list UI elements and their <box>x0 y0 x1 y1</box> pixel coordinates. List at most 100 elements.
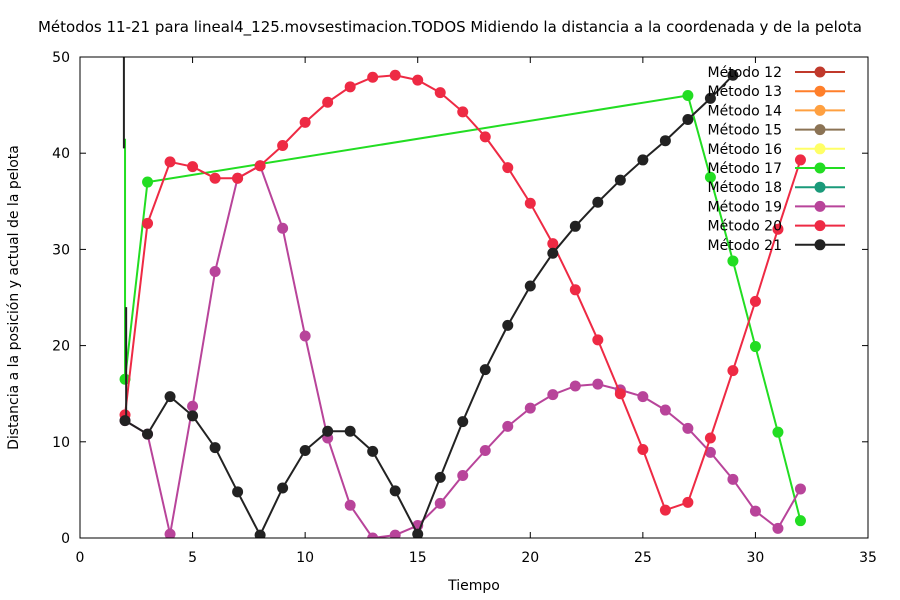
data-point <box>547 247 559 259</box>
data-point <box>142 176 154 188</box>
data-point <box>794 515 806 527</box>
data-point <box>727 255 739 267</box>
data-point <box>187 400 199 412</box>
data-point <box>727 473 739 485</box>
data-point <box>524 402 536 414</box>
data-point <box>682 422 694 434</box>
legend: Método 12 Método 13 Método 14 Método 15 Méto… <box>708 65 845 254</box>
data-point <box>389 485 401 497</box>
data-point <box>614 388 626 400</box>
legend-marker <box>814 239 826 251</box>
series-line <box>124 94 802 521</box>
data-point <box>749 505 761 517</box>
data-point <box>614 174 626 186</box>
legend-item: Método 19 <box>708 199 845 215</box>
data-point <box>727 365 739 377</box>
data-point <box>344 81 356 93</box>
data-point <box>772 522 784 534</box>
x-axis-title: Tiempo <box>447 578 500 594</box>
series-line <box>124 164 802 538</box>
x-tick-label: 15 <box>409 550 427 566</box>
data-point <box>502 162 514 174</box>
data-point <box>367 445 379 457</box>
y-tick-label: 30 <box>52 242 70 258</box>
legend-item: Método 20 <box>708 219 845 235</box>
legend-item: Método 16 <box>708 142 845 158</box>
data-point <box>209 266 221 278</box>
data-point <box>142 428 154 440</box>
legend-item: Método 14 <box>708 103 845 119</box>
y-tick-label: 0 <box>61 531 70 547</box>
data-point <box>389 69 401 81</box>
data-point <box>164 391 176 403</box>
data-point <box>232 172 244 184</box>
data-point <box>772 426 784 438</box>
legend-label: Método 14 <box>708 103 783 119</box>
legend-marker <box>814 181 826 193</box>
chart-title: Métodos 11-21 para lineal4_125.movsestim… <box>38 18 862 37</box>
data-point <box>682 496 694 508</box>
data-point <box>187 410 199 422</box>
data-point <box>749 341 761 353</box>
data-point <box>434 471 446 483</box>
data-point <box>659 504 671 516</box>
legend-marker <box>814 162 826 174</box>
data-point <box>547 238 559 250</box>
x-tick-label: 25 <box>634 550 652 566</box>
data-point <box>457 416 469 428</box>
data-point <box>592 378 604 390</box>
x-tick-label: 10 <box>296 550 314 566</box>
data-point <box>704 92 716 104</box>
data-point <box>299 330 311 342</box>
legend-item: Método 21 <box>708 238 845 254</box>
y-tick-label: 10 <box>52 435 70 451</box>
x-tick-label: 0 <box>76 550 85 566</box>
series-m-todo-21 <box>119 69 739 538</box>
data-point <box>254 160 266 172</box>
legend-label: Método 18 <box>708 180 782 196</box>
y-tick-label: 40 <box>52 146 70 162</box>
legend-item: Método 18 <box>708 180 845 196</box>
data-point <box>412 528 424 538</box>
data-point <box>142 217 154 229</box>
legend-label: Método 17 <box>708 161 782 177</box>
legend-marker <box>814 200 826 212</box>
data-point <box>502 420 514 432</box>
legend-marker <box>814 104 826 116</box>
legend-label: Método 19 <box>708 199 782 215</box>
legend-item: Método 13 <box>708 84 845 100</box>
data-point <box>457 106 469 118</box>
legend-label: Método 21 <box>708 238 782 254</box>
series-m-todo-19 <box>119 160 806 538</box>
legend-marker <box>814 220 826 232</box>
legend-label: Método 16 <box>708 142 783 158</box>
legend-item: Método 15 <box>708 123 845 139</box>
series-line <box>124 74 802 512</box>
legend-marker <box>814 143 826 155</box>
series-m-todo-17 <box>119 89 806 527</box>
data-point <box>209 172 221 184</box>
data-point <box>502 319 514 331</box>
data-point <box>322 425 334 437</box>
series-line <box>124 74 734 538</box>
data-point <box>119 415 131 427</box>
legend-label: Método 12 <box>708 65 782 81</box>
data-point <box>367 71 379 83</box>
data-point <box>434 87 446 99</box>
data-point <box>322 96 334 108</box>
legend-marker <box>814 124 826 136</box>
x-tick-label: 35 <box>859 550 877 566</box>
data-point <box>637 391 649 403</box>
data-point <box>299 116 311 128</box>
data-point <box>592 196 604 208</box>
data-point <box>659 135 671 147</box>
data-point <box>524 280 536 292</box>
x-tick-label: 30 <box>747 550 765 566</box>
data-point <box>232 486 244 498</box>
legend-label: Método 15 <box>708 123 782 139</box>
data-point <box>457 469 469 481</box>
legend-item: Método 12 <box>708 65 845 81</box>
data-point <box>704 432 716 444</box>
data-point <box>164 528 176 538</box>
